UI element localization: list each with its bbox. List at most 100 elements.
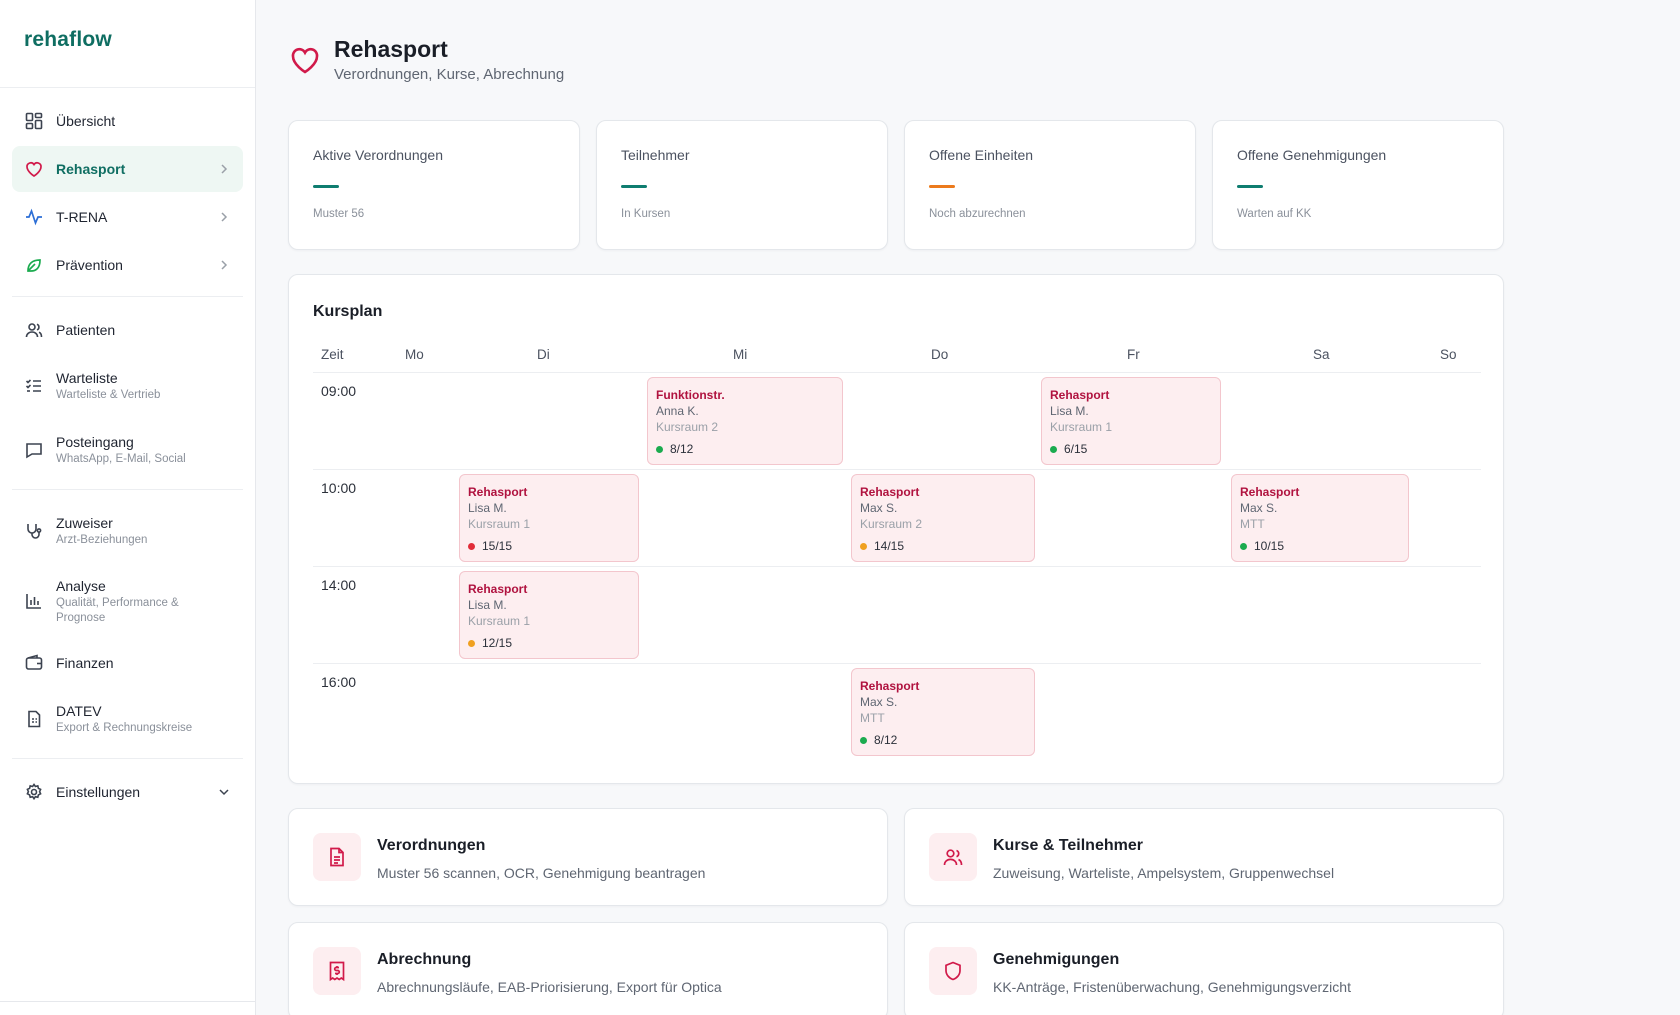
course-capacity: 12/15 [468,635,630,651]
sidebar-item-sublabel: Warteliste & Vertrieb [56,389,161,401]
stat-card-offene-genehmigungen[interactable]: Offene Genehmigungen Warten auf KK [1212,120,1504,250]
kursplan-card: Kursplan Zeit Mo Di Mi Do Fr Sa So 09:00… [288,274,1504,784]
sidebar-item-sublabel: Arzt-Beziehungen [56,534,148,546]
stat-card-offene-einheiten[interactable]: Offene Einheiten Noch abzurechnen [904,120,1196,250]
column-header-mo: Mo [405,347,424,362]
course-room: Kursraum 2 [656,420,719,434]
grid-icon [24,111,44,131]
sidebar-item-analyse[interactable]: Analyse Qualität, Performance & Prognose [12,564,243,638]
main-content: Rehasport Verordnungen, Kurse, Abrechnun… [288,0,1680,1015]
app-logo[interactable]: rehaflow [0,0,255,88]
sidebar-item-praevention[interactable]: Prävention [12,242,243,288]
sidebar-item-zuweiser[interactable]: Zuweiser Arzt-Beziehungen [12,500,243,562]
capacity-value: 14/15 [874,539,905,553]
status-dot-red [468,542,475,550]
sidebar-item-rehasport[interactable]: Rehasport [12,146,243,192]
time-label: 10:00 [321,480,357,496]
stat-label: Offene Einheiten [929,147,1034,163]
card-description: Abrechnungsläufe, EAB-Priorisierung, Exp… [377,979,722,995]
sidebar-item-sublabel: Export & Rechnungskreise [56,722,193,734]
users-icon [24,320,44,340]
course-trainer: Anna K. [656,404,699,418]
heart-icon [24,159,44,179]
activity-icon [24,207,44,227]
leaf-icon [24,255,44,275]
sidebar-item-einstellungen[interactable]: Einstellungen [12,769,243,815]
sidebar-item-label: Prävention [56,257,123,273]
course-room: Kursraum 1 [1050,420,1113,434]
module-card-abrechnung[interactable]: Abrechnung Abrechnungsläufe, EAB-Prioris… [288,922,888,1015]
page-subtitle: Verordnungen, Kurse, Abrechnung [334,66,565,83]
course-name: Rehasport [860,485,920,499]
course-capacity: 8/12 [860,732,1026,748]
bar-chart-icon [24,591,44,611]
stat-label: Offene Genehmigungen [1237,147,1387,163]
course-slot[interactable]: Rehasport Max S. Kursraum 2 14/15 [851,474,1035,562]
sidebar-item-label: DATEV [56,703,102,719]
message-icon [24,440,44,460]
stats-row: Aktive Verordnungen Muster 56 Teilnehmer… [288,120,1504,250]
module-card-kurse-teilnehmer[interactable]: Kurse & Teilnehmer Zuweisung, Warteliste… [904,808,1504,906]
capacity-value: 12/15 [482,636,513,650]
stethoscope-icon [24,521,44,541]
time-label: 16:00 [321,674,357,690]
kursplan-row: 14:00 Rehasport Lisa M. Kursraum 1 12/15 [313,567,1481,664]
stat-value-placeholder [621,185,647,188]
course-slot[interactable]: Funktionstr. Anna K. Kursraum 2 8/12 [647,377,843,465]
status-dot-green [860,736,867,744]
capacity-value: 10/15 [1254,539,1285,553]
card-title: Kurse & Teilnehmer [993,837,1143,854]
file-text-icon [313,833,361,881]
module-card-genehmigungen[interactable]: Genehmigungen KK-Anträge, Fristenüberwac… [904,922,1504,1015]
capacity-value: 8/12 [874,733,898,747]
list-check-icon [24,376,44,396]
card-title: Verordnungen [377,837,486,854]
sidebar-item-warteliste[interactable]: Warteliste Warteliste & Vertrieb [12,355,243,417]
stat-value-placeholder [313,185,339,188]
kursplan-row: 09:00 Funktionstr. Anna K. Kursraum 2 8/… [313,373,1481,470]
column-header-sa: Sa [1313,347,1330,362]
time-label: 14:00 [321,577,357,593]
course-slot[interactable]: Rehasport Lisa M. Kursraum 1 15/15 [459,474,639,562]
chevron-right-icon [221,260,228,270]
status-dot-amber [468,639,475,647]
chevron-right-icon [221,164,228,174]
column-header-di: Di [537,347,550,362]
sidebar-divider [12,758,243,759]
course-name: Rehasport [468,485,528,499]
course-name: Rehasport [1050,388,1110,402]
sidebar-item-patienten[interactable]: Patienten [12,307,243,353]
stat-card-teilnehmer[interactable]: Teilnehmer In Kursen [596,120,888,250]
sidebar-item-datev[interactable]: DATEV Export & Rechnungskreise [12,688,243,750]
sidebar-item-uebersicht[interactable]: Übersicht [12,98,243,144]
heart-icon [291,47,319,74]
stat-card-aktive-verordnungen[interactable]: Aktive Verordnungen Muster 56 [288,120,580,250]
page-title: Rehasport [334,36,448,62]
sidebar-item-t-rena[interactable]: T-RENA [12,194,243,240]
card-title: Genehmigungen [993,951,1120,968]
course-slot[interactable]: Rehasport Max S. MTT 8/12 [851,668,1035,756]
course-room: MTT [860,711,885,725]
stat-label: Aktive Verordnungen [313,147,443,163]
kursplan-title: Kursplan [313,303,383,320]
sidebar-item-finanzen[interactable]: Finanzen [12,640,243,686]
sidebar-item-label: Posteingang [56,434,134,450]
receipt-icon [313,947,361,995]
course-slot[interactable]: Rehasport Lisa M. Kursraum 1 12/15 [459,571,639,659]
course-slot[interactable]: Rehasport Lisa M. Kursraum 1 6/15 [1041,377,1221,465]
card-description: KK-Anträge, Fristenüberwachung, Genehmig… [993,979,1351,995]
course-room: Kursraum 1 [468,517,531,531]
chevron-right-icon [221,212,228,222]
card-description: Muster 56 scannen, OCR, Genehmigung bean… [377,865,706,881]
chevron-down-icon [219,789,229,796]
kursplan-header: Zeit Mo Di Mi Do Fr Sa So [313,339,1481,373]
module-card-verordnungen[interactable]: Verordnungen Muster 56 scannen, OCR, Gen… [288,808,888,906]
column-header-zeit: Zeit [321,347,344,362]
gear-icon [24,782,44,802]
sidebar-item-posteingang[interactable]: Posteingang WhatsApp, E-Mail, Social [12,419,243,481]
sidebar-item-label: Finanzen [56,655,114,671]
course-slot[interactable]: Rehasport Max S. MTT 10/15 [1231,474,1409,562]
kursplan-row: 10:00 Rehasport Lisa M. Kursraum 1 15/15… [313,470,1481,567]
course-capacity: 14/15 [860,538,1026,554]
course-trainer: Lisa M. [1050,404,1089,418]
